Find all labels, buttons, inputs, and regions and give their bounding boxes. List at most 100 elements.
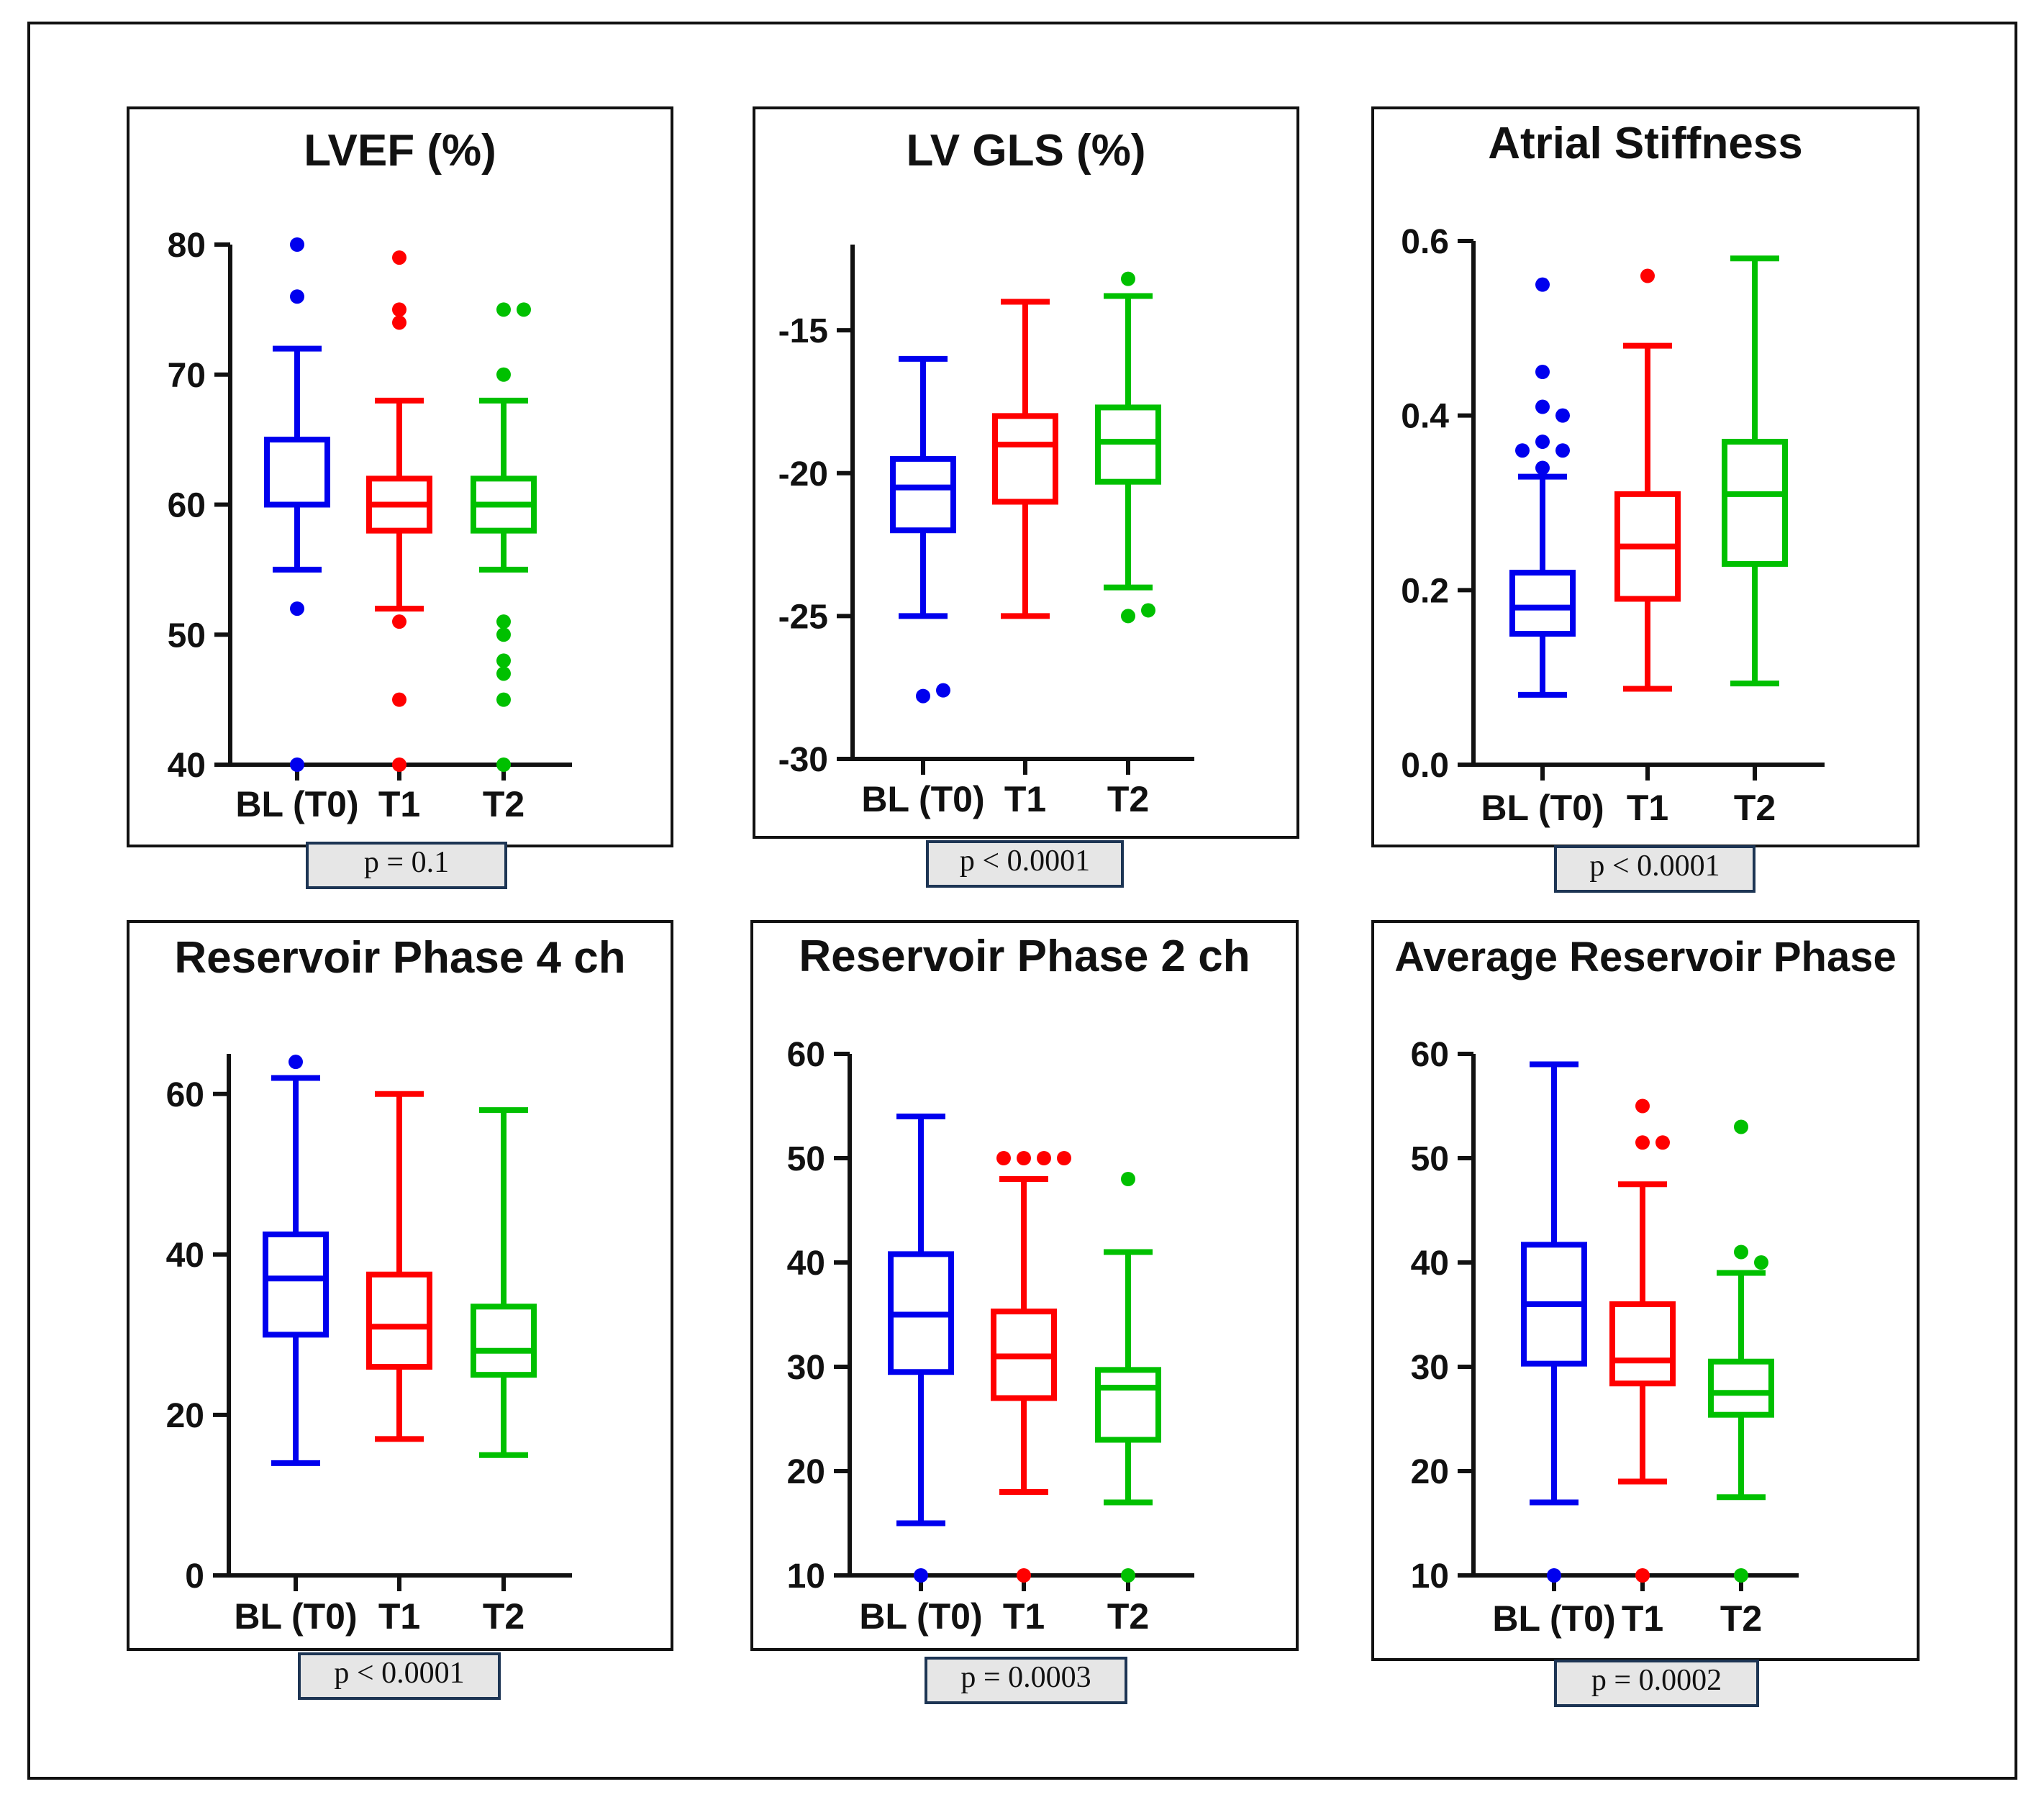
chart-panel-4 [127,920,673,1651]
outlier-point [1734,1119,1748,1134]
iqr-box [471,1303,537,1378]
outlier-point [1057,1151,1071,1165]
y-tick-label: 40 [168,747,206,785]
y-tick-label: 40 [166,1237,204,1275]
x-tick-label: T2 [483,1596,524,1637]
y-tick-label: 60 [1411,1036,1449,1074]
outlier-point [1655,1135,1670,1150]
y-tick-label: 50 [168,616,206,655]
outlier-point [392,302,406,317]
box-t1 [1609,1098,1676,1583]
outlier-point [1017,1151,1031,1165]
outlier-point [290,237,304,252]
y-tick-label: 60 [168,487,206,525]
p-value-box: p = 0.0003 [925,1657,1127,1704]
p-value-label: p = 0.0003 [960,1661,1091,1694]
p-value-box: p = 0.1 [306,842,507,889]
box-bl-t0- [264,237,330,772]
outlier-point [1547,1568,1561,1583]
box-bl-t0- [888,1114,954,1583]
p-value-box: p < 0.0001 [298,1652,501,1700]
box-t2 [1095,271,1161,624]
box-t2 [1708,1119,1774,1583]
outlier-point [496,367,511,382]
y-tick-label: 0.6 [1401,223,1449,261]
outlier-point [289,1055,303,1070]
outlier-point [1555,443,1570,458]
x-tick-label: T1 [1004,779,1046,819]
iqr-box [1722,439,1788,567]
outlier-point [1121,1568,1135,1583]
outlier-point [1121,271,1135,286]
outlier-point [392,692,406,707]
y-tick-label: 0.4 [1401,398,1449,436]
outlier-point [290,757,304,772]
p-value-label: p = 0.0002 [1591,1664,1722,1697]
box-t1 [992,299,1058,619]
x-tick-label: T1 [1003,1596,1045,1637]
outlier-point [517,302,531,317]
outlier-point [290,289,304,304]
y-tick-label: 50 [1411,1140,1449,1178]
x-tick-label: T2 [1107,1596,1149,1637]
y-tick-label: 0.2 [1401,572,1449,610]
x-tick-label: T1 [378,784,420,824]
x-tick-label: BL (T0) [1481,788,1604,828]
x-tick-label: T1 [378,1596,420,1637]
y-tick-label: 30 [1411,1349,1449,1387]
x-tick-label: BL (T0) [235,784,358,824]
y-tick-label: -25 [778,598,828,636]
chart-title: Atrial Stiffness [1488,119,1803,168]
y-tick-label: 0.0 [1401,747,1449,785]
x-tick-label: T2 [483,784,524,824]
outlier-point [496,757,511,772]
y-tick-label: -20 [778,455,828,493]
outlier-point [1141,603,1155,618]
outlier-point [1635,1568,1650,1583]
y-tick-label: -30 [778,741,828,779]
x-tick-label: BL (T0) [861,779,984,819]
x-tick-label: BL (T0) [234,1596,357,1637]
outlier-point [1734,1568,1748,1583]
outlier-point [496,692,511,707]
box-t1 [366,250,432,772]
iqr-box [263,1231,329,1338]
iqr-box [1609,1301,1676,1387]
y-tick-label: 40 [1411,1244,1449,1283]
iqr-box [1509,570,1576,637]
y-tick-label: 10 [787,1557,825,1596]
outlier-point [392,757,406,772]
box-bl-t0- [1521,1061,1587,1583]
y-tick-label: 50 [787,1140,825,1178]
box-t2 [471,1107,537,1458]
outlier-point [496,614,511,629]
iqr-box [992,413,1058,505]
outlier-point [1754,1255,1768,1270]
x-tick-label: T2 [1734,788,1776,828]
outlier-point [1037,1151,1051,1165]
y-tick-label: 20 [787,1453,825,1491]
outlier-point [392,614,406,629]
y-tick-label: 0 [185,1557,204,1596]
outlier-point [496,666,511,681]
box-t1 [366,1091,432,1442]
p-value-box: p < 0.0001 [1554,845,1755,893]
figure-frame [27,22,2017,1780]
outlier-point [1121,609,1135,624]
p-value-box: p < 0.0001 [926,840,1124,888]
chart-panel-6 [1371,920,1920,1661]
chart-title: LVEF (%) [304,126,496,176]
p-value-label: p < 0.0001 [334,1657,465,1690]
iqr-box [890,455,956,534]
outlier-point [496,302,511,317]
outlier-point [1535,365,1550,379]
x-tick-label: T2 [1107,779,1149,819]
iqr-box [1708,1358,1774,1418]
y-tick-label: 30 [787,1349,825,1387]
box-t2 [1722,255,1788,687]
